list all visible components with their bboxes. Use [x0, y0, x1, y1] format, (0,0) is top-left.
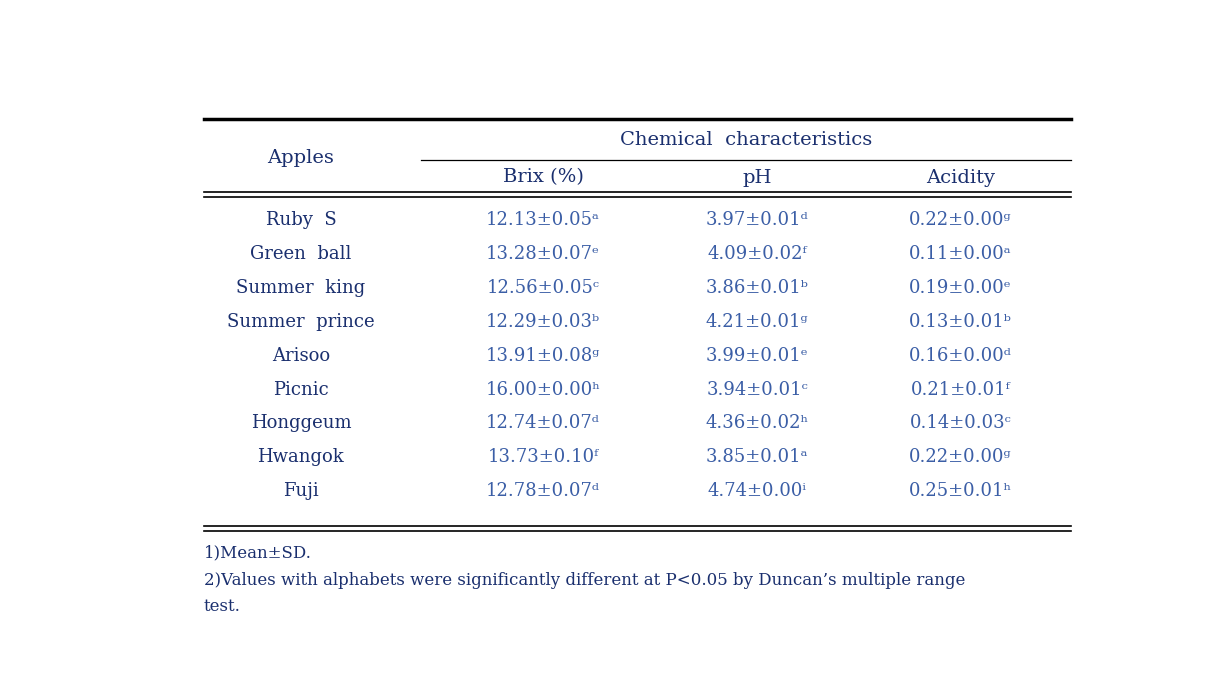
Text: 12.29±0.03ᵇ: 12.29±0.03ᵇ — [486, 313, 601, 331]
Text: 3.99±0.01ᵉ: 3.99±0.01ᵉ — [705, 346, 809, 365]
Text: 0.13±0.01ᵇ: 0.13±0.01ᵇ — [910, 313, 1012, 331]
Text: 0.16±0.00ᵈ: 0.16±0.00ᵈ — [910, 346, 1012, 365]
Text: 13.91±0.08ᵍ: 13.91±0.08ᵍ — [486, 346, 601, 365]
Text: 12.13±0.05ᵃ: 12.13±0.05ᵃ — [486, 211, 599, 229]
Text: 1)Mean±SD.: 1)Mean±SD. — [204, 545, 311, 562]
Text: 4.09±0.02ᶠ: 4.09±0.02ᶠ — [708, 245, 806, 263]
Text: 3.94±0.01ᶜ: 3.94±0.01ᶜ — [706, 381, 807, 399]
Text: 0.14±0.03ᶜ: 0.14±0.03ᶜ — [910, 414, 1012, 432]
Text: 4.74±0.00ⁱ: 4.74±0.00ⁱ — [708, 482, 806, 500]
Text: 4.21±0.01ᵍ: 4.21±0.01ᵍ — [705, 313, 809, 331]
Text: Summer  prince: Summer prince — [227, 313, 375, 331]
Text: 13.73±0.10ᶠ: 13.73±0.10ᶠ — [488, 448, 598, 466]
Text: Honggeum: Honggeum — [250, 414, 351, 432]
Text: Brix (%): Brix (%) — [502, 169, 584, 187]
Text: 12.78±0.07ᵈ: 12.78±0.07ᵈ — [486, 482, 601, 500]
Text: Apples: Apples — [268, 149, 334, 167]
Text: 0.19±0.00ᵉ: 0.19±0.00ᵉ — [910, 279, 1012, 297]
Text: Picnic: Picnic — [274, 381, 328, 399]
Text: 0.25±0.01ʰ: 0.25±0.01ʰ — [908, 482, 1012, 500]
Text: Chemical  characteristics: Chemical characteristics — [620, 131, 872, 149]
Text: 0.21±0.01ᶠ: 0.21±0.01ᶠ — [911, 381, 1010, 399]
Text: Fuji: Fuji — [283, 482, 319, 500]
Text: Ruby  S: Ruby S — [265, 211, 337, 229]
Text: 12.56±0.05ᶜ: 12.56±0.05ᶜ — [486, 279, 599, 297]
Text: Summer  king: Summer king — [236, 279, 366, 297]
Text: 2)Values with alphabets were significantly different at P<0.05 by Duncan’s multi: 2)Values with alphabets were significant… — [204, 572, 966, 588]
Text: 4.36±0.02ʰ: 4.36±0.02ʰ — [705, 414, 809, 432]
Text: Acidity: Acidity — [927, 169, 995, 187]
Text: Hwangok: Hwangok — [258, 448, 344, 466]
Text: 3.97±0.01ᵈ: 3.97±0.01ᵈ — [705, 211, 809, 229]
Text: 0.11±0.00ᵃ: 0.11±0.00ᵃ — [910, 245, 1012, 263]
Text: 0.22±0.00ᵍ: 0.22±0.00ᵍ — [910, 211, 1012, 229]
Text: 13.28±0.07ᵉ: 13.28±0.07ᵉ — [486, 245, 599, 263]
Text: test.: test. — [204, 599, 241, 615]
Text: 12.74±0.07ᵈ: 12.74±0.07ᵈ — [486, 414, 599, 432]
Text: 16.00±0.00ʰ: 16.00±0.00ʰ — [485, 381, 601, 399]
Text: Green  ball: Green ball — [250, 245, 351, 263]
Text: Arisoo: Arisoo — [272, 346, 330, 365]
Text: 3.86±0.01ᵇ: 3.86±0.01ᵇ — [705, 279, 809, 297]
Text: pH: pH — [742, 169, 772, 187]
Text: 3.85±0.01ᵃ: 3.85±0.01ᵃ — [705, 448, 809, 466]
Text: 0.22±0.00ᵍ: 0.22±0.00ᵍ — [910, 448, 1012, 466]
